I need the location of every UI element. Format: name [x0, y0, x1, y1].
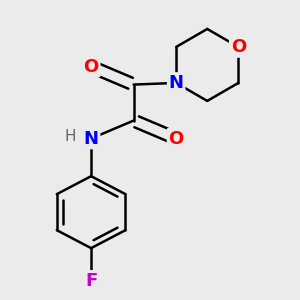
Text: N: N [169, 74, 184, 92]
Text: N: N [84, 130, 99, 148]
Text: F: F [85, 272, 97, 290]
Text: O: O [169, 130, 184, 148]
Text: O: O [231, 38, 246, 56]
Text: H: H [64, 129, 76, 144]
Text: O: O [83, 58, 99, 76]
